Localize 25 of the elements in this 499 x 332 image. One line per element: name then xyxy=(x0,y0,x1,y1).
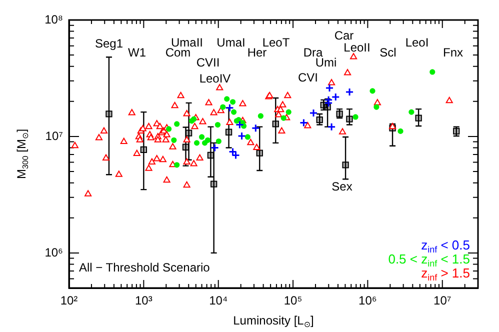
y-tick-label: 10⁶ xyxy=(44,245,64,260)
y-tick-label: 10⁸ xyxy=(44,12,63,26)
annotation: LeoII xyxy=(344,40,370,54)
annotation: Fnx xyxy=(443,45,464,60)
annotation: Seg1 xyxy=(94,36,124,50)
annotation: Scl xyxy=(380,45,396,60)
x-tick-label: 10³ xyxy=(135,294,152,308)
annotation: Sex xyxy=(332,179,352,194)
x-tick-label: 10⁶ xyxy=(358,294,377,308)
annotation: CVII xyxy=(196,55,220,70)
annotation: All − Threshold Scenario xyxy=(79,260,210,274)
annotation: W1 xyxy=(128,45,146,60)
annotation: LeoI xyxy=(405,35,429,50)
annotation: UmaI xyxy=(216,35,246,50)
annotation: LeoIV xyxy=(199,71,231,86)
annotation: Car xyxy=(334,28,354,42)
x-tick-label: 10⁴ xyxy=(209,294,228,308)
y-tick-label: 10⁷ xyxy=(45,128,63,143)
x-tick-label: 10² xyxy=(60,294,78,308)
annotation: CVI xyxy=(298,70,318,84)
x-axis-title: Luminosity [L⊙] xyxy=(233,313,314,329)
x-tick-label: 10⁷ xyxy=(434,294,452,308)
annotation: Dra xyxy=(303,45,323,60)
x-tick-label: 10⁵ xyxy=(284,294,302,308)
y-axis-title: M300 [M⊙] xyxy=(14,128,30,180)
